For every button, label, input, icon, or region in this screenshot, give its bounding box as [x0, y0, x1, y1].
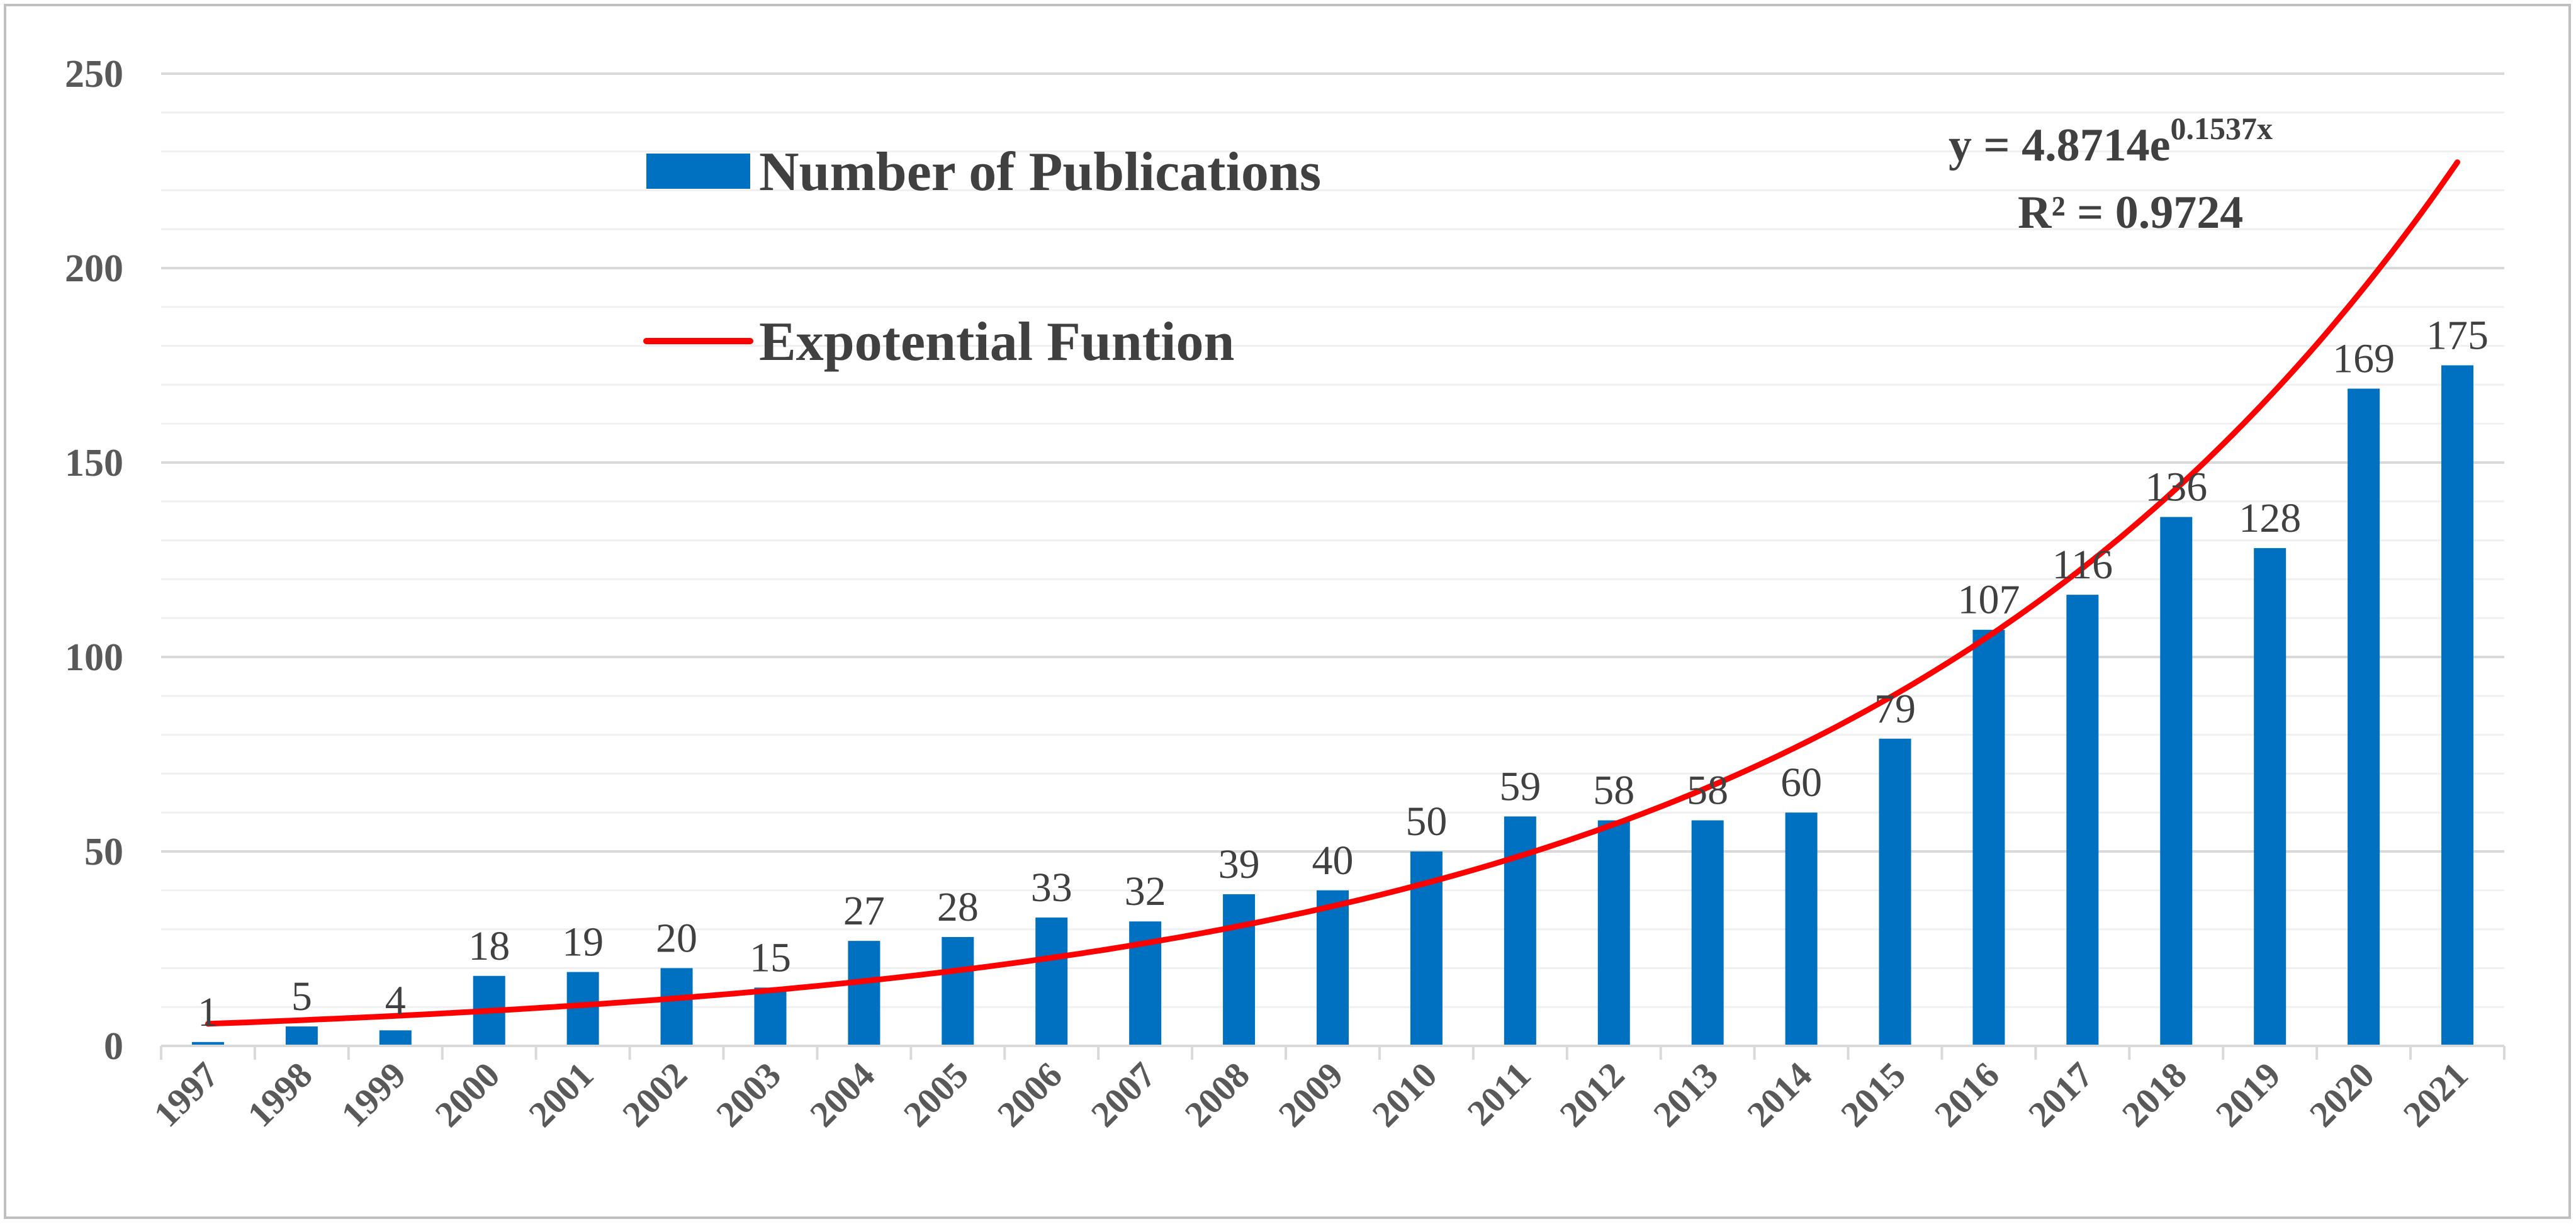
data-label: 60	[1780, 760, 1822, 806]
bar	[1035, 918, 1068, 1046]
x-tick-label: 2013	[1645, 1054, 1726, 1135]
equation-text: y = 4.8714e0.1537x	[1949, 111, 2273, 171]
data-label: 58	[1593, 768, 1634, 814]
x-tick-label: 2015	[1833, 1054, 1913, 1135]
equation-exponent: 0.1537x	[2171, 111, 2273, 146]
y-tick-label: 250	[65, 53, 123, 96]
bar	[2441, 365, 2474, 1046]
data-label: 116	[2052, 542, 2113, 588]
axes	[160, 1045, 2506, 1060]
x-tick-labels: 1997 1998 1999 2000 2001 2002 2003 2004 2005 2006…	[146, 1054, 2476, 1135]
bar	[1879, 738, 1911, 1046]
bar	[2066, 595, 2099, 1046]
data-label: 128	[2239, 495, 2301, 541]
data-label: 4	[385, 977, 406, 1023]
x-tick-label: 2019	[2208, 1054, 2288, 1135]
x-tick-label: 2016	[1926, 1054, 2007, 1135]
data-label: 39	[1218, 841, 1260, 887]
bar	[1691, 820, 1724, 1046]
equation-prefix: y = 4.8714e	[1949, 120, 2171, 171]
x-tick-label: 2007	[1083, 1054, 1164, 1135]
x-tick-label: 1999	[334, 1054, 414, 1135]
data-label: 19	[562, 919, 604, 965]
data-label: 59	[1499, 763, 1541, 809]
legend-label-bars: Number of Publications	[759, 142, 1321, 203]
data-label: 32	[1125, 868, 1166, 914]
data-label: 58	[1687, 768, 1728, 814]
y-tick-label: 100	[65, 636, 123, 679]
bar	[379, 1030, 412, 1046]
y-tick-label: 0	[104, 1025, 123, 1068]
data-label: 169	[2332, 336, 2395, 382]
bars	[191, 365, 2474, 1046]
data-label: 107	[1957, 577, 2020, 623]
bar	[285, 1026, 318, 1046]
x-tick-label: 2018	[2114, 1054, 2195, 1135]
data-label: 1	[198, 989, 218, 1035]
x-tick-label: 2000	[427, 1054, 507, 1135]
bar	[1972, 629, 2005, 1046]
y-tick-label: 200	[65, 247, 123, 290]
x-tick-label: 1997	[146, 1054, 227, 1135]
bar	[660, 968, 693, 1046]
data-label: 40	[1312, 838, 1354, 884]
x-tick-label: 2002	[614, 1054, 695, 1135]
x-tick-label: 2003	[708, 1054, 789, 1135]
bar	[754, 987, 787, 1046]
bar	[191, 1042, 224, 1046]
grid-lines	[161, 72, 2504, 1008]
x-tick-label: 2011	[1460, 1054, 1539, 1133]
y-tick-label: 150	[65, 442, 123, 485]
data-label: 5	[291, 974, 312, 1019]
bar	[1597, 820, 1630, 1046]
data-label: 20	[656, 915, 697, 961]
bar	[566, 972, 599, 1046]
x-tick-label: 2004	[802, 1054, 882, 1135]
bar	[942, 936, 974, 1046]
x-tick-label: 2005	[896, 1054, 976, 1135]
data-label: 136	[2145, 464, 2207, 510]
legend: Number of Publications Expotential Funti…	[643, 142, 1321, 373]
bar	[848, 941, 880, 1046]
legend-label-line: Expotential Funtion	[759, 312, 1234, 373]
trendline-layer	[205, 159, 2460, 1027]
x-tick-label: 2008	[1177, 1054, 1257, 1135]
data-label: 175	[2426, 313, 2489, 359]
x-tick-label: 2009	[1271, 1054, 1351, 1135]
x-tick-label: 2010	[1364, 1054, 1445, 1135]
bar	[1223, 894, 1256, 1046]
trendline-equation: y = 4.8714e0.1537x R² = 0.9724	[1949, 111, 2273, 239]
data-label: 15	[750, 935, 791, 980]
y-tick-label: 50	[84, 831, 123, 873]
trendline-curve	[205, 159, 2460, 1027]
x-tick-label: 2012	[1551, 1054, 1632, 1135]
x-tick-label: 2006	[989, 1054, 1070, 1135]
x-tick-label: 1998	[240, 1054, 320, 1135]
x-tick-label: 2014	[1739, 1054, 1820, 1135]
data-label: 79	[1874, 686, 1916, 732]
data-label: 27	[843, 888, 885, 934]
y-tick-labels: 0 50 100 150 200 250	[65, 53, 123, 1068]
data-label: 28	[937, 884, 979, 930]
x-tick-label: 2017	[2020, 1054, 2101, 1135]
data-label: 50	[1405, 799, 1447, 845]
x-tick-label: 2020	[2302, 1054, 2382, 1135]
bar	[2348, 388, 2380, 1046]
bar	[2160, 517, 2193, 1046]
legend-swatch-bars	[646, 154, 750, 189]
data-label: 33	[1031, 865, 1072, 911]
x-tick-label: 2021	[2395, 1054, 2476, 1135]
bar	[1785, 812, 1818, 1046]
r-squared-text: R² = 0.9724	[2018, 187, 2243, 239]
bar	[2254, 547, 2286, 1046]
x-tick-label: 2001	[520, 1054, 601, 1135]
data-label: 18	[468, 923, 510, 969]
chart-frame: 0 50 100 150 200 250 1997 1998 1999 2000 2001 2002…	[4, 4, 2571, 1219]
bar	[1317, 890, 1349, 1046]
